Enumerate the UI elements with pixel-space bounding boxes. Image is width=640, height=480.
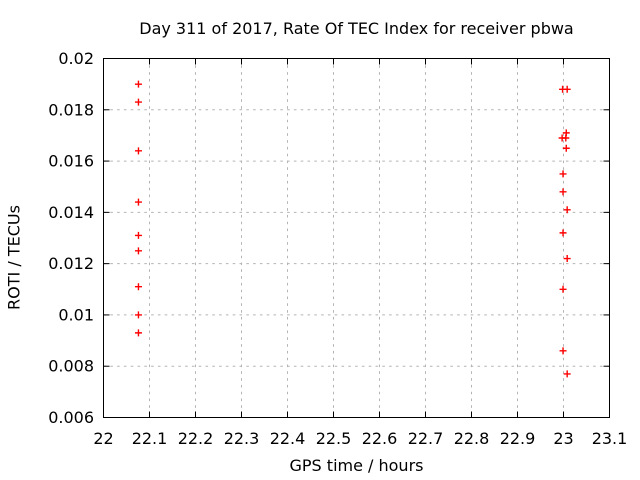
- data-point-marker: [134, 198, 142, 206]
- x-axis-label: GPS time / hours: [289, 456, 424, 475]
- grid-lines: [103, 58, 610, 418]
- data-point-marker: [562, 144, 570, 152]
- data-point-marker: [563, 370, 571, 378]
- y-tick-label: 0.014: [48, 203, 94, 222]
- x-tick-label: 22.9: [500, 429, 536, 448]
- data-point-marker: [563, 206, 571, 214]
- x-tick-label: 22.6: [362, 429, 398, 448]
- data-point-marker: [563, 255, 571, 263]
- x-tick-label: 22.3: [224, 429, 260, 448]
- data-point-marker: [134, 283, 142, 291]
- data-point-marker: [134, 98, 142, 106]
- data-point-marker: [134, 247, 142, 255]
- axis-border: [103, 58, 610, 418]
- x-tick-label: 23: [553, 429, 573, 448]
- x-tick-label: 22: [93, 429, 113, 448]
- x-tick-label: 22.4: [270, 429, 306, 448]
- y-tick-label: 0.008: [48, 357, 94, 376]
- data-point-marker: [559, 229, 567, 237]
- tick-marks: [103, 58, 610, 418]
- data-point-marker: [559, 285, 567, 293]
- data-points: [134, 80, 571, 378]
- x-tick-label: 22.8: [454, 429, 490, 448]
- data-point-marker: [559, 347, 567, 355]
- data-point-marker: [134, 80, 142, 88]
- x-tick-label: 23.1: [592, 429, 628, 448]
- y-tick-label: 0.02: [58, 49, 94, 68]
- data-point-marker: [559, 188, 567, 196]
- x-tick-label: 22.1: [132, 429, 168, 448]
- y-tick-label: 0.016: [48, 152, 94, 171]
- chart-title: Day 311 of 2017, Rate Of TEC Index for r…: [139, 19, 574, 38]
- x-tick-label: 22.2: [178, 429, 214, 448]
- y-tick-label: 0.012: [48, 254, 94, 273]
- y-tick-label: 0.01: [58, 305, 94, 324]
- data-point-marker: [134, 147, 142, 155]
- y-tick-label: 0.006: [48, 408, 94, 427]
- x-tick-labels: 22 22.1 22.2 22.3 22.4 22.5 22.6 22.7 22.8 22.9 23…: [93, 429, 627, 448]
- y-axis-label: ROTI / TECUs: [4, 205, 24, 310]
- data-point-marker: [563, 85, 571, 93]
- data-point-marker: [134, 231, 142, 239]
- x-tick-label: 22.7: [408, 429, 444, 448]
- x-tick-label: 22.5: [316, 429, 352, 448]
- data-point-marker: [134, 311, 142, 319]
- data-point-marker: [134, 329, 142, 337]
- y-tick-labels: 0.006 0.008 0.01 0.012 0.014 0.016 0.018 0.02: [48, 49, 94, 427]
- data-point-marker: [559, 170, 567, 178]
- y-tick-label: 0.018: [48, 100, 94, 119]
- data-point-marker: [562, 134, 570, 142]
